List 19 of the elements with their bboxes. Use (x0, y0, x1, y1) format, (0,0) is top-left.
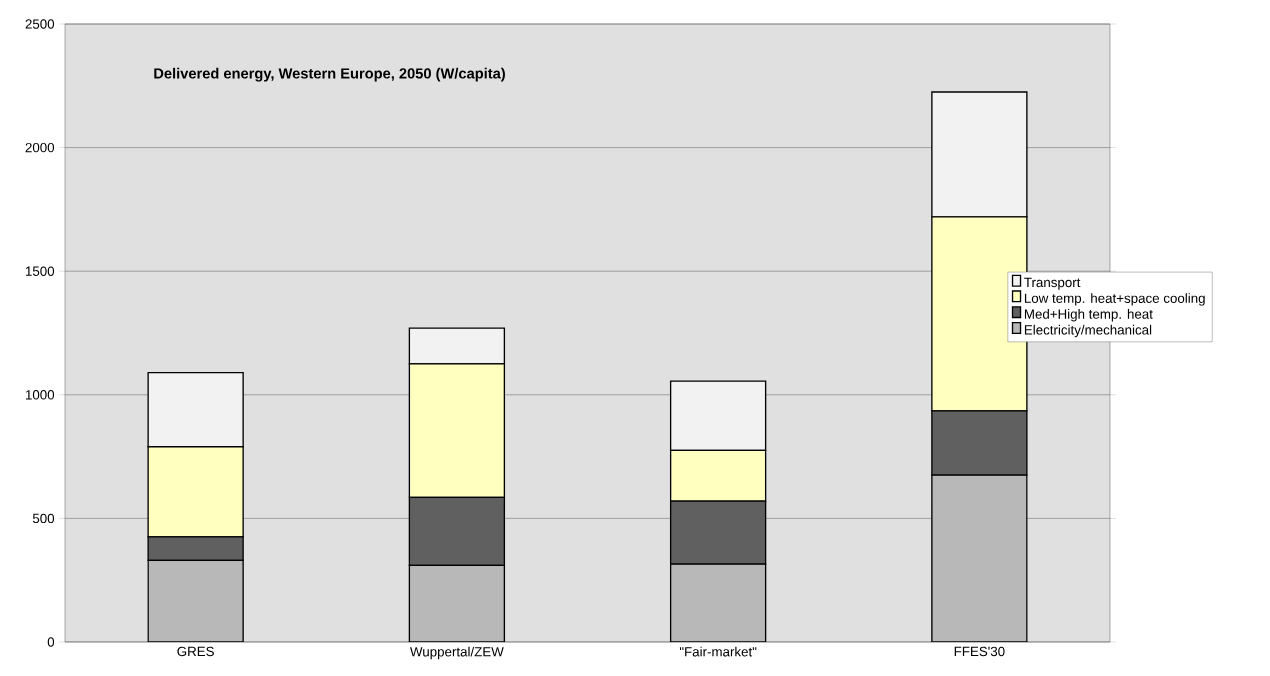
y-tick-label: 2000 (25, 142, 55, 153)
x-tick-label: FFES'30 (954, 646, 1005, 657)
x-tick-label: Wuppertal/ZEW (410, 646, 504, 660)
bar (408, 564, 506, 642)
y-tick-label: 0 (47, 637, 55, 647)
bar (669, 563, 767, 642)
legend-label: Med+High temp. heat (1024, 309, 1153, 322)
x-tick-label: GRES (177, 646, 214, 657)
y-tick-label: 1500 (25, 266, 55, 276)
legend-label: Transport (1024, 277, 1081, 290)
x-tick-label: "Fair-market" (679, 646, 757, 657)
bar (931, 474, 1028, 642)
y-tick-label: 1000 (25, 390, 55, 400)
y-tick-label: 500 (32, 513, 55, 524)
legend-label: Electricity/mechanical (1024, 324, 1152, 338)
y-tick-label: 2500 (25, 19, 55, 29)
legend-label: Low temp. heat+space cooling (1024, 293, 1205, 306)
text: Delivered energy, Western Europe, 2050 (W/capita) (154, 67, 505, 82)
bar (147, 559, 244, 642)
